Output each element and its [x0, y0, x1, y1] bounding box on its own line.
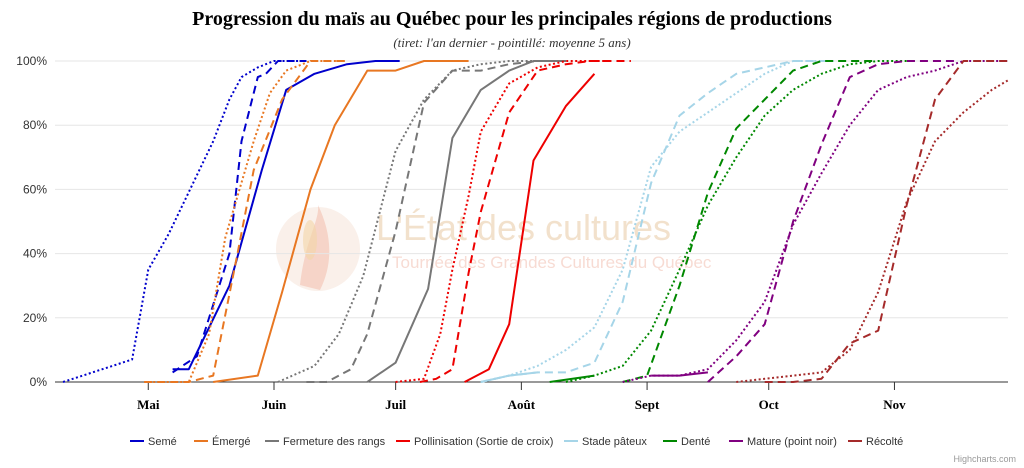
series-6-5yr-avg-line[interactable] — [622, 60, 1008, 383]
x-tick-label: Juil — [385, 397, 406, 412]
series-1-current-line[interactable] — [213, 60, 469, 383]
x-tick-label: Juin — [262, 397, 287, 412]
legend-label: Stade pâteux — [582, 436, 647, 448]
legend-item[interactable]: Fermeture des rangs — [265, 436, 386, 448]
series-1-last-year-line[interactable] — [144, 60, 347, 383]
series-0-last-year-line[interactable] — [172, 60, 307, 374]
legend-item[interactable]: Pollinisation (Sortie de croix) — [396, 436, 553, 448]
chart-subtitle: (tiret: l'an dernier - pointillé: moyenn… — [393, 35, 630, 50]
y-tick-label: 20% — [23, 311, 47, 325]
watermark: L'État des cultures Tournée des Grandes … — [276, 205, 712, 291]
legend-label: Fermeture des rangs — [283, 436, 386, 448]
legend-item[interactable]: Stade pâteux — [564, 436, 647, 448]
series-2-5yr-avg-line[interactable] — [277, 60, 550, 383]
chart-title: Progression du maïs au Québec pour les p… — [192, 8, 832, 30]
legend-label: Semé — [148, 436, 177, 448]
series-3-current-line[interactable] — [464, 73, 596, 383]
series-6-last-year-line[interactable] — [707, 60, 956, 383]
x-tick-label: Sept — [635, 397, 660, 412]
legend-label: Denté — [681, 436, 710, 448]
x-tick-label: Nov — [883, 397, 906, 412]
y-axis: 0% 20% 40% 60% 80% 100% — [16, 54, 47, 389]
series-5-5yr-avg-line[interactable] — [565, 60, 915, 383]
watermark-subtitle: Tournée des Grandes Cultures du Québec — [392, 253, 712, 272]
y-tick-label: 0% — [30, 375, 48, 389]
x-tick-label: Oct — [759, 397, 780, 412]
legend-item[interactable]: Récolté — [848, 436, 903, 448]
y-tick-label: 60% — [23, 182, 47, 196]
series-5-last-year-line[interactable] — [622, 60, 875, 383]
legend-label: Mature (point noir) — [747, 436, 837, 448]
series-4-current-line[interactable] — [480, 371, 538, 383]
series-2-last-year-line[interactable] — [306, 60, 566, 383]
legend-label: Pollinisation (Sortie de croix) — [414, 436, 553, 448]
series-3-last-year-line[interactable] — [419, 60, 631, 383]
legend-label: Émergé — [212, 435, 251, 448]
legend-item[interactable]: Semé — [130, 436, 177, 448]
credits[interactable]: Highcharts.com — [953, 454, 1016, 464]
series-4-5yr-avg-line[interactable] — [480, 60, 834, 383]
x-tick-label: Août — [508, 397, 536, 412]
y-tick-label: 100% — [16, 54, 47, 68]
legend-item[interactable]: Mature (point noir) — [729, 436, 837, 448]
x-axis: Mai Juin Juil Août Sept Oct Nov — [137, 382, 906, 412]
legend: Semé Émergé Fermeture des rangs Pollinisati… — [130, 435, 903, 448]
x-tick-label: Mai — [137, 397, 160, 412]
series-6-current-line[interactable] — [651, 371, 709, 377]
y-tick-label: 40% — [23, 247, 47, 261]
series-0-current-line[interactable] — [172, 60, 400, 371]
series-0-5yr-avg-line[interactable] — [62, 60, 307, 383]
legend-item[interactable]: Émergé — [194, 435, 251, 448]
y-tick-label: 80% — [23, 118, 47, 132]
series-7-5yr-avg-line[interactable] — [736, 79, 1009, 383]
series-7-last-year-line[interactable] — [764, 60, 1008, 383]
legend-item[interactable]: Denté — [663, 436, 710, 448]
watermark-logo-cob — [303, 220, 317, 260]
plot-area — [62, 60, 1009, 383]
series-5-current-line[interactable] — [549, 374, 595, 383]
legend-label: Récolté — [866, 436, 903, 448]
series-4-last-year-line[interactable] — [480, 60, 834, 383]
